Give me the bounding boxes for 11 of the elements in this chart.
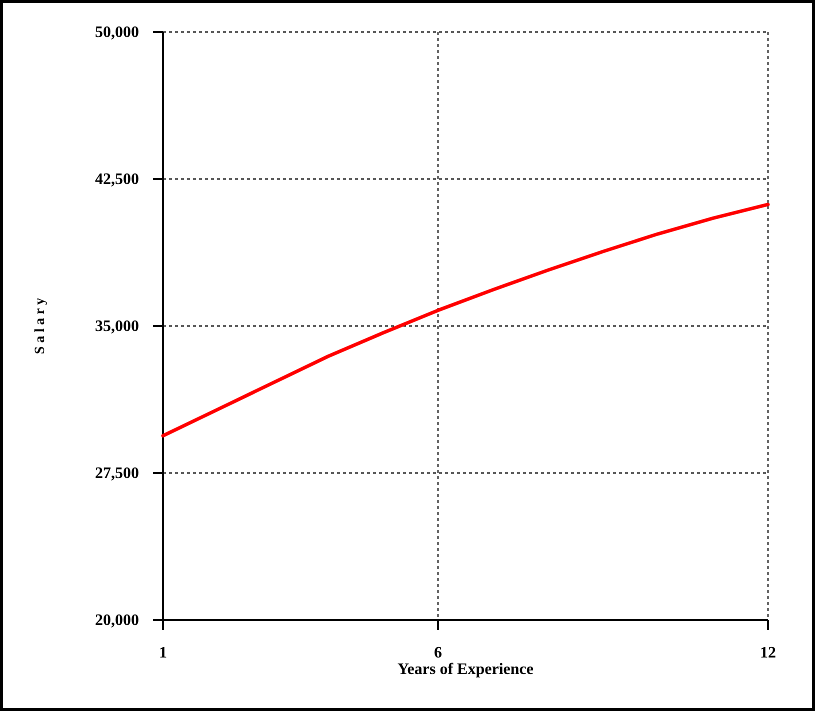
y-axis-title: S a l a r y xyxy=(33,298,48,354)
line-series xyxy=(161,202,770,438)
x-tick-label: 12 xyxy=(760,644,776,662)
y-tick-label: 42,500 xyxy=(95,171,139,188)
y-tick-label: 50,000 xyxy=(95,24,139,42)
x-tick-label: 6 xyxy=(434,644,442,662)
x-tick-label: 1 xyxy=(159,644,167,662)
y-tick-label: 20,000 xyxy=(95,612,139,630)
y-tick-label: 27,500 xyxy=(95,465,139,482)
x-axis-title: Years of Experience xyxy=(398,661,534,678)
y-tick-label: 35,000 xyxy=(95,318,139,336)
